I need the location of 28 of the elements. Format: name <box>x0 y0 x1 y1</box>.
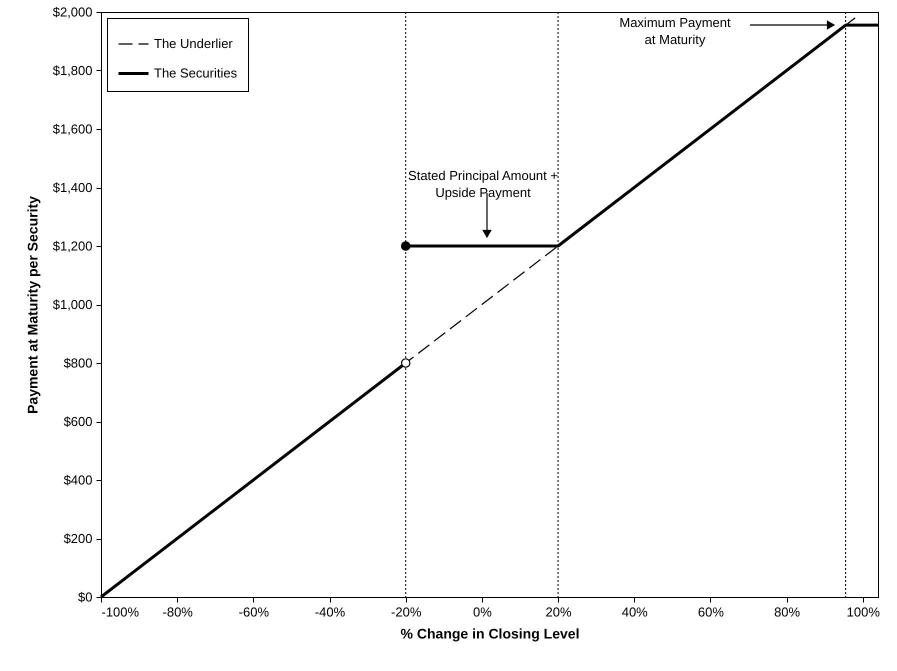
x-tick-label: -100% <box>102 604 140 620</box>
x-tick-label: 40% <box>622 604 648 620</box>
annotation: Stated Principal Amount + Upside Payment <box>408 168 558 200</box>
legend-label: The Securities <box>154 66 238 80</box>
y-tick-label: $600 <box>64 414 92 429</box>
y-tick-label: $1,000 <box>52 297 92 312</box>
annotation: Maximum Payment at Maturity <box>619 15 732 47</box>
x-axis-title: % Change in Closing Level <box>400 626 580 642</box>
legend-label: The Underlier <box>154 36 234 51</box>
y-tick-label: $200 <box>64 531 92 546</box>
x-tick-label: -40% <box>314 604 346 620</box>
x-tick-label: -80% <box>162 604 194 620</box>
x-tick-label: 100% <box>846 604 880 620</box>
y-tick-label: $0 <box>78 590 92 604</box>
y-tick-label: $1,800 <box>52 63 92 78</box>
y-tick-label: $1,400 <box>52 180 92 195</box>
y-tick-label: $1,600 <box>52 122 92 136</box>
y-tick-label: $800 <box>64 356 92 370</box>
y-tick-label: $1,200 <box>52 238 92 254</box>
x-tick-label: 80% <box>774 604 801 620</box>
x-tick-label: -20% <box>391 604 422 620</box>
y-axis-title: Payment at Maturity per Security <box>24 196 41 414</box>
x-tick-label: -60% <box>238 604 270 620</box>
y-tick-label: $400 <box>64 472 92 488</box>
x-tick-label: 20% <box>546 604 572 620</box>
x-tick-label: 0% <box>472 604 492 620</box>
y-tick-label: $2,000 <box>52 4 92 20</box>
x-tick-label: 60% <box>698 604 724 620</box>
